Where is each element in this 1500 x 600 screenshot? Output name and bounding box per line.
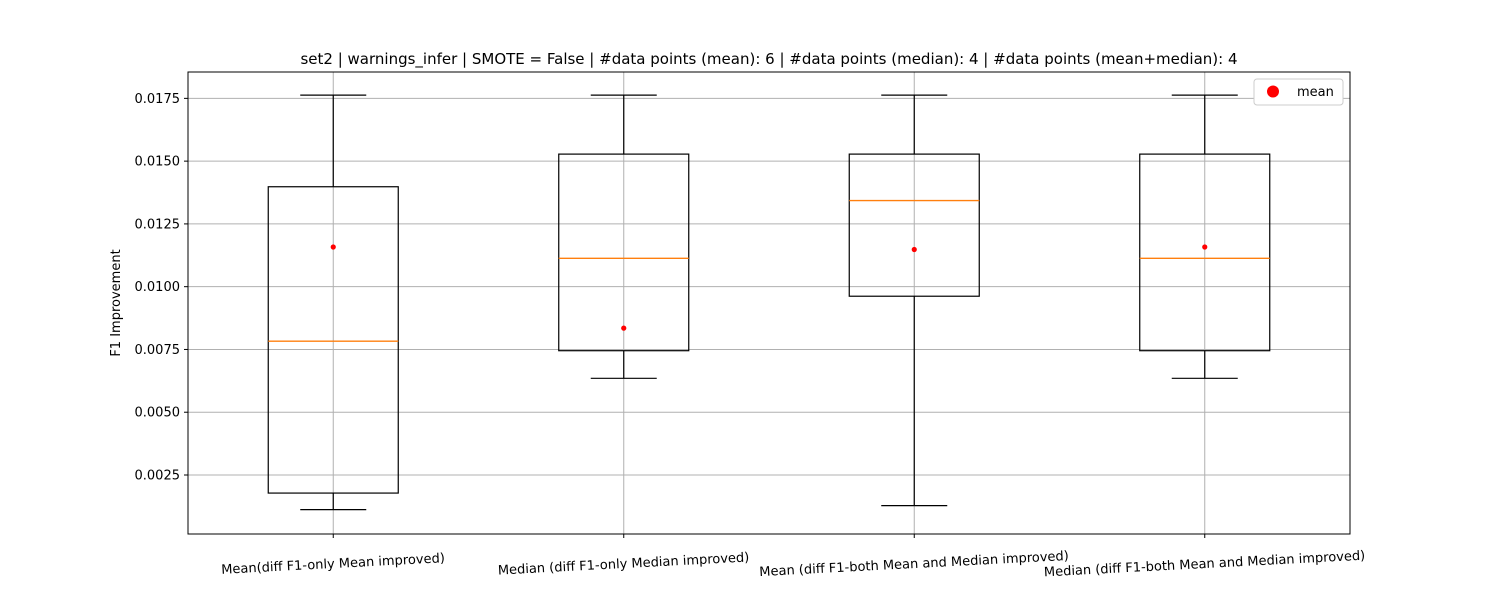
- y-axis: 0.0025 0.0050 0.0075 0.0100 0.0125 0.0150 0.01…: [135, 92, 188, 483]
- legend-label-mean: mean: [1297, 85, 1334, 100]
- legend-box: [1253, 78, 1344, 106]
- x-tick-label: Median (diff F1-only Median improved): [497, 550, 749, 578]
- box-group: [558, 94, 690, 379]
- chart-title: set2 | warnings_infer | SMOTE = False | …: [300, 50, 1237, 69]
- box-group: [848, 94, 980, 507]
- y-tick-label: 0.0025: [135, 468, 181, 483]
- y-tick-label: 0.0050: [135, 406, 181, 421]
- x-tick-label: Mean (diff F1-both Mean and Median impro…: [759, 549, 1069, 580]
- y-tick-label: 0.0150: [135, 155, 181, 170]
- y-tick-label: 0.0100: [135, 280, 181, 295]
- mean-marker: [621, 325, 627, 331]
- x-tick-label: Median (diff F1-both Mean and Median imp…: [1044, 549, 1366, 581]
- x-tick-label: Mean(diff F1-only Mean improved): [221, 551, 445, 578]
- legend-marker-mean: [1267, 85, 1279, 98]
- y-tick-label: 0.0125: [135, 217, 181, 232]
- plot-frame: [187, 71, 1351, 535]
- x-axis: Mean(diff F1-only Mean improved) Median (…: [221, 534, 1366, 580]
- y-tick-label: 0.0075: [135, 343, 181, 358]
- y-tick-label: 0.0175: [135, 92, 181, 107]
- mean-marker: [1202, 244, 1208, 250]
- box-series: [267, 94, 1271, 511]
- box-group: [1139, 94, 1271, 379]
- mean-marker: [911, 246, 917, 253]
- iqr-box: [848, 153, 980, 297]
- legend: mean: [1253, 78, 1344, 106]
- iqr-box: [1139, 153, 1271, 352]
- mean-marker: [330, 244, 336, 250]
- iqr-box: [267, 186, 399, 494]
- grid-lines: [188, 72, 1350, 534]
- box-group: [267, 94, 399, 511]
- iqr-box: [558, 153, 690, 352]
- y-axis-label: F1 Improvement: [109, 249, 124, 356]
